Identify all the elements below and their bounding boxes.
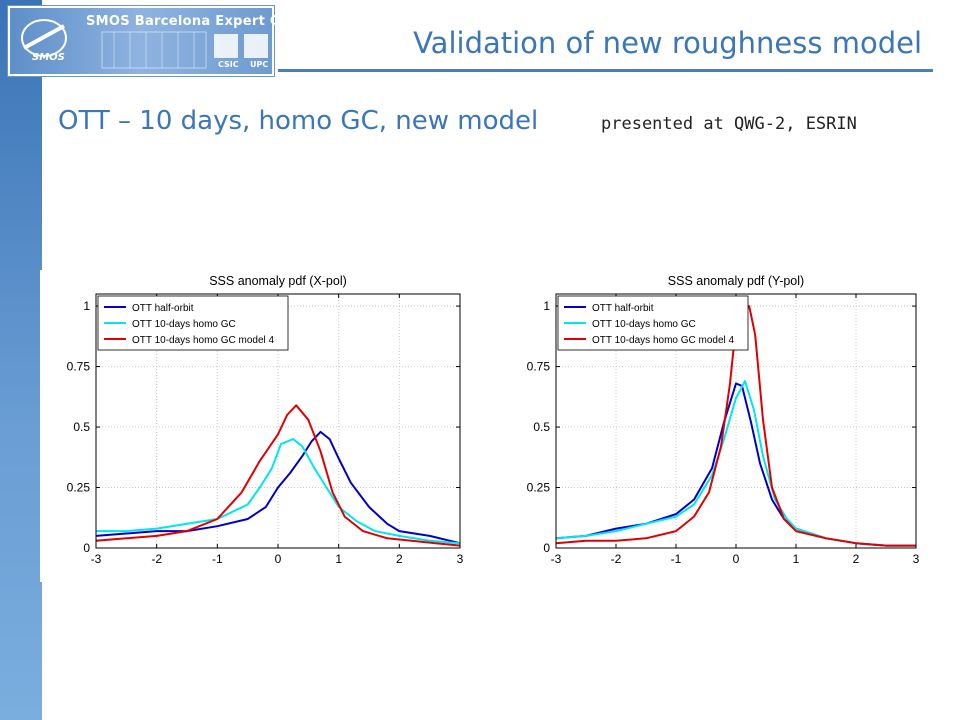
x-tick-label: 0 [275, 552, 282, 566]
logo-text: SMOS Barcelona Expert Centre [86, 14, 321, 29]
x-tick-label: 1 [335, 552, 342, 566]
upc-emblem-icon [244, 34, 268, 58]
legend-box [97, 295, 289, 351]
y-tick-label: 0.75 [67, 360, 91, 374]
y-tick-label: 1 [83, 299, 90, 313]
y-tick-label: 0.75 [527, 360, 551, 374]
logo-csic-text: CSIC [218, 60, 239, 69]
left-accent-bar [0, 0, 42, 720]
y-tick-label: 1 [543, 299, 550, 313]
legend-label-0: OTT half-orbit [592, 303, 654, 314]
legend-label-1: OTT 10-days homo GC [592, 319, 696, 330]
series-line-2 [95, 404, 461, 547]
y-tick-label: 0.5 [533, 420, 550, 434]
logo-upc-text: UPC [250, 60, 269, 69]
presentation-note: presented at QWG-2, ESRIN [601, 114, 857, 134]
chart-x-pol: -3 -2 -1 0 1 2 3 0 0.25 0.5 0.75 1 SSS anomaly pdf (… [67, 274, 464, 566]
chart-y-pol: -3 -2 -1 0 1 2 3 0 0.25 0.5 0.75 1 SSS anomaly pdf (… [527, 274, 920, 566]
x-tick-label: -1 [671, 552, 682, 566]
x-tick-label: 0 [733, 552, 740, 566]
legend-box [557, 295, 749, 351]
logo-graphic [21, 19, 268, 69]
x-tick-label: -3 [551, 552, 562, 566]
y-tick-label: 0 [543, 541, 550, 555]
csic-emblem-icon [214, 34, 238, 58]
x-tick-label: 2 [853, 552, 860, 566]
chart-title: SSS anomaly pdf (X-pol) [209, 274, 347, 288]
smos-bec-logo: SMOS Barcelona Expert Centre SMOS CSIC U… [8, 6, 320, 76]
x-tick-label: -2 [151, 552, 162, 566]
logo-smos-text: SMOS [32, 52, 65, 63]
x-tick-label: 1 [793, 552, 800, 566]
building-outline-icon [101, 31, 207, 69]
series-line-0 [95, 430, 461, 545]
charts-panel: -3 -2 -1 0 1 2 3 0 0.25 0.5 0.75 1 SSS anomaly pdf (… [40, 270, 945, 582]
x-tick-label: 3 [913, 552, 920, 566]
x-tick-label: 2 [396, 552, 403, 566]
y-tick-label: 0.25 [527, 481, 551, 495]
legend-label-2: OTT 10-days homo GC model 4 [132, 335, 275, 346]
legend-label-0: OTT half-orbit [132, 303, 194, 314]
y-tick-label: 0.25 [67, 481, 91, 495]
series-line-1 [96, 438, 461, 545]
slide-subtitle: OTT – 10 days, homo GC, new model [58, 106, 539, 136]
legend-label-1: OTT 10-days homo GC [132, 319, 236, 330]
satellite-orbit-icon [21, 19, 67, 57]
x-tick-label: -1 [212, 552, 223, 566]
x-tick-label: 3 [457, 552, 464, 566]
y-tick-label: 0.5 [73, 420, 90, 434]
legend-label-2: OTT 10-days homo GC model 4 [592, 335, 735, 346]
x-tick-label: -3 [91, 552, 102, 566]
y-tick-label: 0 [83, 541, 90, 555]
title-divider [278, 69, 933, 72]
chart-title: SSS anomaly pdf (Y-pol) [668, 274, 804, 288]
satellite-arm-icon [23, 24, 65, 50]
x-tick-label: -2 [611, 552, 622, 566]
page-title: Validation of new roughness model [413, 26, 922, 60]
